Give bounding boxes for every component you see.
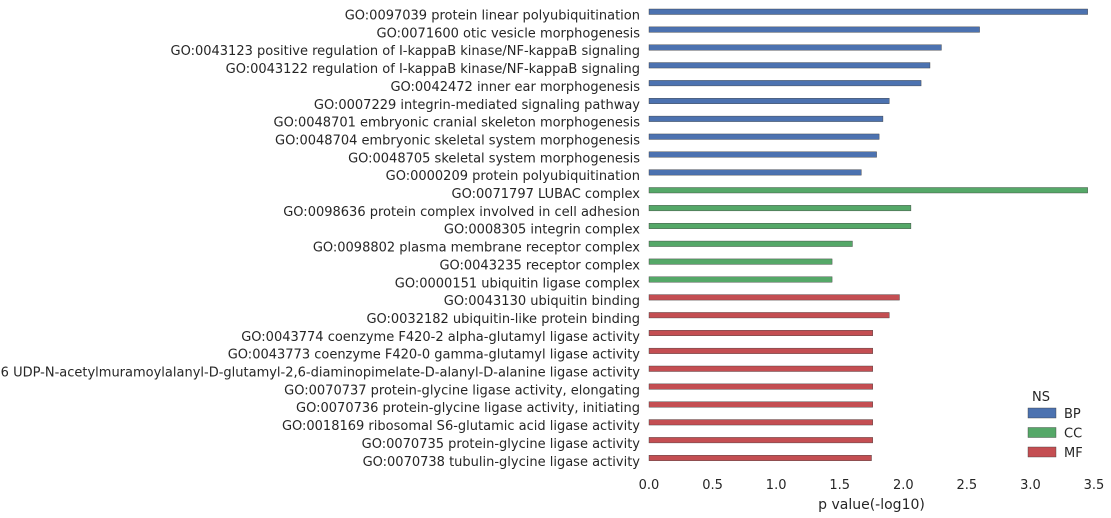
category-label: GO:0071797 LUBAC complex bbox=[452, 187, 641, 202]
category-labels: GO:0097039 protein linear polyubiquitina… bbox=[0, 9, 640, 470]
category-label: GO:0000151 ubiquitin ligase complex bbox=[395, 276, 641, 291]
bar-bp bbox=[648, 169, 862, 176]
bar-mf bbox=[648, 419, 873, 426]
category-label: GO:0097039 protein linear polyubiquitina… bbox=[345, 9, 640, 24]
category-label: GO:0070735 protein-glycine ligase activi… bbox=[362, 437, 641, 452]
legend-label-cc: CC bbox=[1064, 427, 1082, 442]
bar-bp bbox=[648, 151, 877, 158]
x-tick-label: 1.0 bbox=[766, 478, 787, 493]
legend-swatch-cc bbox=[1027, 427, 1057, 438]
category-label: GO:0043235 receptor complex bbox=[439, 258, 640, 273]
category-label: GO:0018169 ribosomal S6-glutamic acid li… bbox=[282, 419, 640, 434]
category-label: GO:0043122 regulation of I-kappaB kinase… bbox=[226, 62, 640, 77]
bar-bp bbox=[648, 62, 931, 69]
bar-bp bbox=[648, 26, 980, 33]
category-label: GO:0048701 embryonic cranial skeleton mo… bbox=[274, 116, 641, 131]
legend-label-mf: MF bbox=[1064, 446, 1083, 461]
bar-bp bbox=[648, 80, 922, 87]
x-tick-label: 2.5 bbox=[957, 478, 978, 493]
category-label: GO:0043123 positive regulation of I-kapp… bbox=[171, 44, 640, 59]
bars-group bbox=[648, 8, 1088, 461]
category-label: GO:0070738 tubulin-glycine ligase activi… bbox=[363, 455, 641, 470]
category-label: GO:0070736 protein-glycine ligase activi… bbox=[296, 401, 640, 416]
category-label: GO:0098802 plasma membrane receptor comp… bbox=[313, 241, 640, 256]
category-label: GO:0048705 skeletal system morphogenesis bbox=[348, 151, 640, 166]
bar-cc bbox=[648, 205, 912, 212]
category-label: GO:0000209 protein polyubiquitination bbox=[386, 169, 640, 184]
bar-bp bbox=[648, 133, 880, 140]
bar-bp bbox=[648, 98, 890, 104]
x-tick-label: 3.5 bbox=[1084, 478, 1105, 493]
bar-cc bbox=[648, 222, 912, 229]
bar-mf bbox=[648, 294, 900, 301]
bar-bp bbox=[648, 8, 1088, 15]
legend-swatch-bp bbox=[1027, 407, 1057, 419]
x-axis-title: p value(-log10) bbox=[818, 497, 925, 513]
bar-mf bbox=[648, 383, 873, 390]
bar-mf bbox=[648, 365, 873, 372]
bar-mf bbox=[648, 312, 890, 319]
bar-mf bbox=[648, 401, 873, 408]
category-label: GO:0042472 inner ear morphogenesis bbox=[390, 80, 640, 95]
bar-bp bbox=[648, 115, 884, 122]
category-label: GO:0071600 otic vesicle morphogenesis bbox=[377, 26, 641, 41]
bar-mf bbox=[648, 437, 873, 444]
bar-mf bbox=[648, 330, 873, 336]
bar-mf bbox=[648, 455, 872, 461]
legend-swatch-mf bbox=[1027, 446, 1057, 458]
x-tick-label: 0.5 bbox=[702, 478, 723, 493]
category-label: GO:0043774 coenzyme F420-2 alpha-glutamy… bbox=[241, 330, 640, 345]
x-tick-label: 2.0 bbox=[893, 478, 914, 493]
x-tick-label: 1.5 bbox=[829, 478, 850, 493]
bar-cc bbox=[648, 276, 833, 283]
category-label: GO:0008766 UDP-N-acetylmuramoylalanyl-D-… bbox=[0, 366, 640, 381]
legend: NS BP CC MF bbox=[1027, 390, 1083, 461]
category-label: GO:0032182 ubiquitin-like protein bindin… bbox=[366, 312, 640, 327]
x-axis-ticks: 0.0 0.5 1.0 1.5 2.0 2.5 3.0 3.5 bbox=[639, 478, 1105, 493]
bar-bp bbox=[648, 44, 942, 51]
category-label: GO:0008305 integrin complex bbox=[444, 223, 640, 238]
legend-title: NS bbox=[1032, 390, 1050, 405]
category-label: GO:0070737 protein-glycine ligase activi… bbox=[284, 383, 640, 398]
bar-cc bbox=[648, 258, 833, 265]
category-label: GO:0098636 protein complex involved in c… bbox=[283, 205, 640, 220]
bar-cc bbox=[648, 187, 1088, 194]
x-tick-label: 0.0 bbox=[639, 478, 660, 493]
category-label: GO:0043773 coenzyme F420-0 gamma-glutamy… bbox=[228, 348, 641, 363]
legend-label-bp: BP bbox=[1064, 407, 1081, 422]
category-label: GO:0007229 integrin-mediated signaling p… bbox=[314, 98, 640, 113]
bar-cc bbox=[648, 240, 853, 247]
category-label: GO:0043130 ubiquitin binding bbox=[444, 294, 640, 309]
x-tick-label: 3.0 bbox=[1020, 478, 1041, 493]
category-label: GO:0048704 embryonic skeletal system mor… bbox=[275, 133, 640, 148]
bar-mf bbox=[648, 347, 873, 354]
